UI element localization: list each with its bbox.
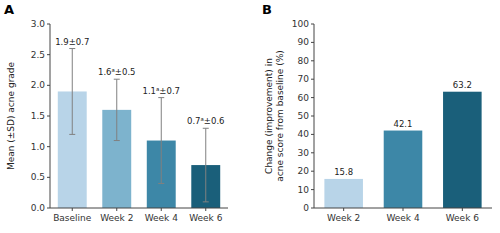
panel: A 0.0 0.5 1.0 1.5 2.0 2.5 3.0 Mean (±SD) acne gr…	[4, 2, 228, 223]
y-tick-label: 30	[298, 148, 310, 158]
error-bar	[203, 128, 209, 202]
data-label: 0.7ᵃ±0.6	[187, 116, 225, 126]
y-axis	[314, 24, 315, 208]
y-tick-label: 0.5	[31, 172, 45, 182]
error-bar	[69, 49, 75, 135]
y-tick-label: 1.0	[31, 142, 46, 152]
x-tick	[116, 208, 117, 211]
y-tick-label: 0.0	[31, 203, 46, 213]
bar	[324, 179, 363, 208]
data-label: 15.8	[334, 167, 353, 177]
x-tick-label: Week 4	[386, 213, 420, 223]
y-tick-label: 100	[292, 19, 309, 29]
y-tick-label: 70	[298, 74, 310, 84]
y-axis-label-line: acne score from baseline (%)	[275, 50, 285, 182]
y-tick-label: 10	[298, 185, 310, 195]
data-label: 42.1	[394, 119, 413, 129]
x-tick	[205, 208, 206, 211]
y-tick-label: 20	[298, 166, 310, 176]
panel-label: A	[4, 2, 14, 17]
data-label: 1.9±0.7	[55, 37, 89, 47]
y-axis	[50, 24, 51, 208]
error-bar-cap	[158, 183, 164, 184]
x-tick-label: Week 2	[100, 213, 133, 223]
error-bar	[114, 79, 120, 140]
error-bar-cap	[69, 48, 75, 49]
y-tick-label: 0	[303, 203, 309, 213]
bars	[324, 92, 481, 208]
y-tick-label: 80	[298, 56, 310, 66]
y-axis-label: Change (improvement) inacne score from b…	[264, 50, 285, 182]
error-bar-cap	[203, 201, 209, 202]
x-tick	[161, 208, 162, 211]
x-tick-label: Week 6	[446, 213, 480, 223]
bar	[443, 92, 482, 208]
x-tick-label: Baseline	[53, 213, 92, 223]
bar	[384, 131, 423, 208]
x-tick	[72, 208, 73, 211]
y-tick-label: 60	[298, 93, 310, 103]
error-bar-cap	[114, 79, 120, 80]
x-axis	[50, 208, 228, 209]
y-axis-label: Mean (±SD) acne grade	[6, 61, 16, 170]
error-bar	[158, 98, 164, 184]
y-tick-label: 2.5	[31, 50, 45, 60]
error-bar-cap	[158, 97, 164, 98]
error-bar-stem	[161, 98, 162, 184]
x-tick-label: Week 2	[327, 213, 360, 223]
y-tick-label: 3.0	[31, 19, 46, 29]
y-axis-label-line: Mean (±SD) acne grade	[6, 61, 16, 170]
y-tick-label: 2.0	[31, 80, 46, 90]
panel-label: B	[262, 2, 272, 17]
panel: B 0 10 20 30 40 50 60 70 80 90 100 Change (improveme…	[262, 2, 492, 223]
y-tick-label: 90	[298, 37, 310, 47]
figure: A 0.0 0.5 1.0 1.5 2.0 2.5 3.0 Mean (±SD) acne gr…	[0, 0, 500, 233]
data-label: 1.1ᵃ±0.7	[143, 86, 181, 96]
x-tick	[343, 208, 344, 211]
y-tick-label: 40	[298, 129, 310, 139]
x-tick	[462, 208, 463, 211]
y-tick-label: 1.5	[31, 111, 45, 121]
y-tick-label: 50	[298, 111, 310, 121]
data-label: 63.2	[453, 80, 472, 90]
error-bar-stem	[116, 79, 117, 140]
y-axis-label-line: Change (improvement) in	[264, 58, 274, 174]
data-label: 1.6ᵃ±0.5	[98, 67, 136, 77]
error-bar-stem	[205, 128, 206, 202]
x-tick-label: Week 6	[189, 213, 223, 223]
x-tick	[403, 208, 404, 211]
error-bar-cap	[203, 128, 209, 129]
error-bar-cap	[114, 140, 120, 141]
error-bar-cap	[69, 134, 75, 135]
x-tick-label: Week 4	[145, 213, 179, 223]
error-bar-stem	[72, 49, 73, 135]
bars	[58, 49, 220, 208]
